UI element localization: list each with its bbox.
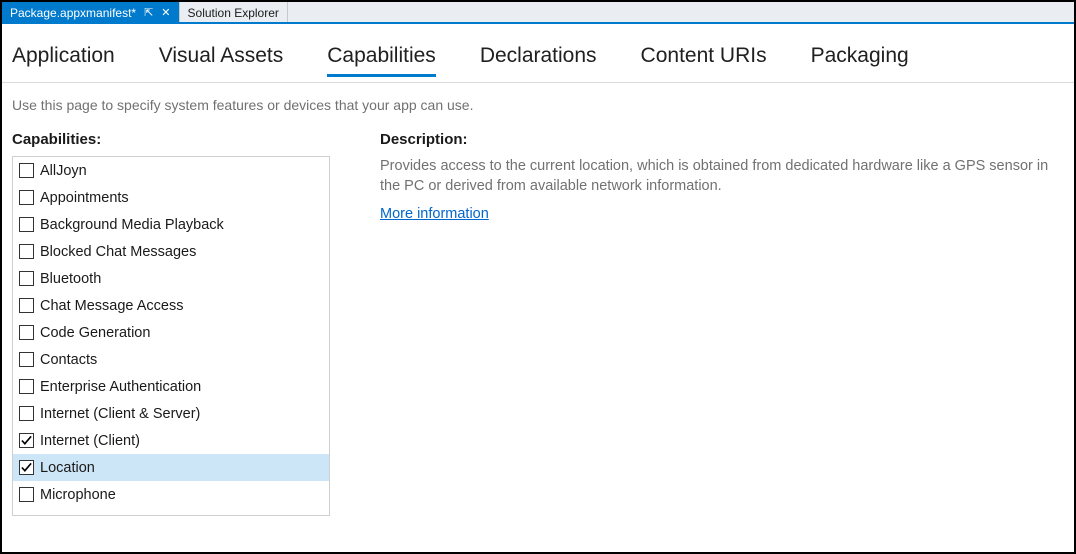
document-tab-solution-explorer[interactable]: Solution Explorer	[180, 2, 288, 22]
checkbox[interactable]	[19, 217, 34, 232]
document-tab-package-manifest[interactable]: Package.appxmanifest* ⇱ ✕	[2, 2, 180, 22]
capability-label: Appointments	[40, 190, 129, 206]
capabilities-list[interactable]: AllJoyn Appointments Background Media Play…	[12, 156, 330, 516]
checkbox[interactable]	[19, 487, 34, 502]
capability-item[interactable]: Appointments	[13, 184, 329, 211]
category-tab-strip: Application Visual Assets Capabilities Decl…	[2, 24, 1074, 83]
tab-application[interactable]: Application	[12, 44, 115, 76]
capability-label: Chat Message Access	[40, 298, 183, 314]
capability-item[interactable]: Bluetooth	[13, 265, 329, 292]
capability-item[interactable]: Blocked Chat Messages	[13, 238, 329, 265]
capability-item[interactable]: Microphone	[13, 481, 329, 508]
pin-icon[interactable]: ⇱	[144, 8, 153, 19]
manifest-designer-window: Package.appxmanifest* ⇱ ✕ Solution Explo…	[0, 0, 1076, 554]
capability-label: AllJoyn	[40, 163, 87, 179]
page-hint: Use this page to specify system features…	[2, 83, 1074, 131]
checkbox[interactable]	[19, 190, 34, 205]
capability-label: Enterprise Authentication	[40, 379, 201, 395]
body: Capabilities: AllJoyn Appointments Backgro…	[2, 131, 1074, 552]
tab-visual-assets[interactable]: Visual Assets	[159, 44, 284, 76]
capability-label: Code Generation	[40, 325, 150, 341]
checkbox[interactable]	[19, 163, 34, 178]
capability-item[interactable]: AllJoyn	[13, 157, 329, 184]
capability-item[interactable]: Internet (Client)	[13, 427, 329, 454]
checkbox[interactable]	[19, 460, 34, 475]
capabilities-label: Capabilities:	[12, 131, 330, 148]
checkbox[interactable]	[19, 433, 34, 448]
capability-item[interactable]: Location	[13, 454, 329, 481]
checkbox[interactable]	[19, 244, 34, 259]
capability-item[interactable]: Contacts	[13, 346, 329, 373]
capability-item[interactable]: Enterprise Authentication	[13, 373, 329, 400]
capability-label: Internet (Client & Server)	[40, 406, 200, 422]
more-information-link[interactable]: More information	[380, 206, 489, 222]
tab-capabilities[interactable]: Capabilities	[327, 44, 436, 77]
capability-item[interactable]: Background Media Playback	[13, 211, 329, 238]
checkbox[interactable]	[19, 325, 34, 340]
description-text: Provides access to the current location,…	[380, 156, 1064, 197]
capability-label: Microphone	[40, 487, 116, 503]
tab-declarations[interactable]: Declarations	[480, 44, 597, 76]
checkbox[interactable]	[19, 298, 34, 313]
capability-item[interactable]: Chat Message Access	[13, 292, 329, 319]
document-tab-strip: Package.appxmanifest* ⇱ ✕ Solution Explo…	[2, 2, 1074, 24]
capability-label: Background Media Playback	[40, 217, 224, 233]
description-panel: Description: Provides access to the curr…	[380, 131, 1064, 552]
tab-packaging[interactable]: Packaging	[811, 44, 909, 76]
checkbox[interactable]	[19, 352, 34, 367]
capability-item[interactable]: Internet (Client & Server)	[13, 400, 329, 427]
document-tab-title: Solution Explorer	[188, 6, 279, 20]
checkbox[interactable]	[19, 406, 34, 421]
close-icon[interactable]: ✕	[161, 8, 170, 19]
tab-content-uris[interactable]: Content URIs	[641, 44, 767, 76]
capabilities-panel: Capabilities: AllJoyn Appointments Backgro…	[12, 131, 330, 552]
capability-item[interactable]: Code Generation	[13, 319, 329, 346]
capability-label: Location	[40, 460, 95, 476]
capability-label: Internet (Client)	[40, 433, 140, 449]
description-label: Description:	[380, 131, 1064, 148]
document-tab-title: Package.appxmanifest*	[10, 6, 136, 20]
capability-label: Contacts	[40, 352, 97, 368]
capability-label: Bluetooth	[40, 271, 101, 287]
checkbox[interactable]	[19, 379, 34, 394]
capability-label: Blocked Chat Messages	[40, 244, 196, 260]
checkbox[interactable]	[19, 271, 34, 286]
